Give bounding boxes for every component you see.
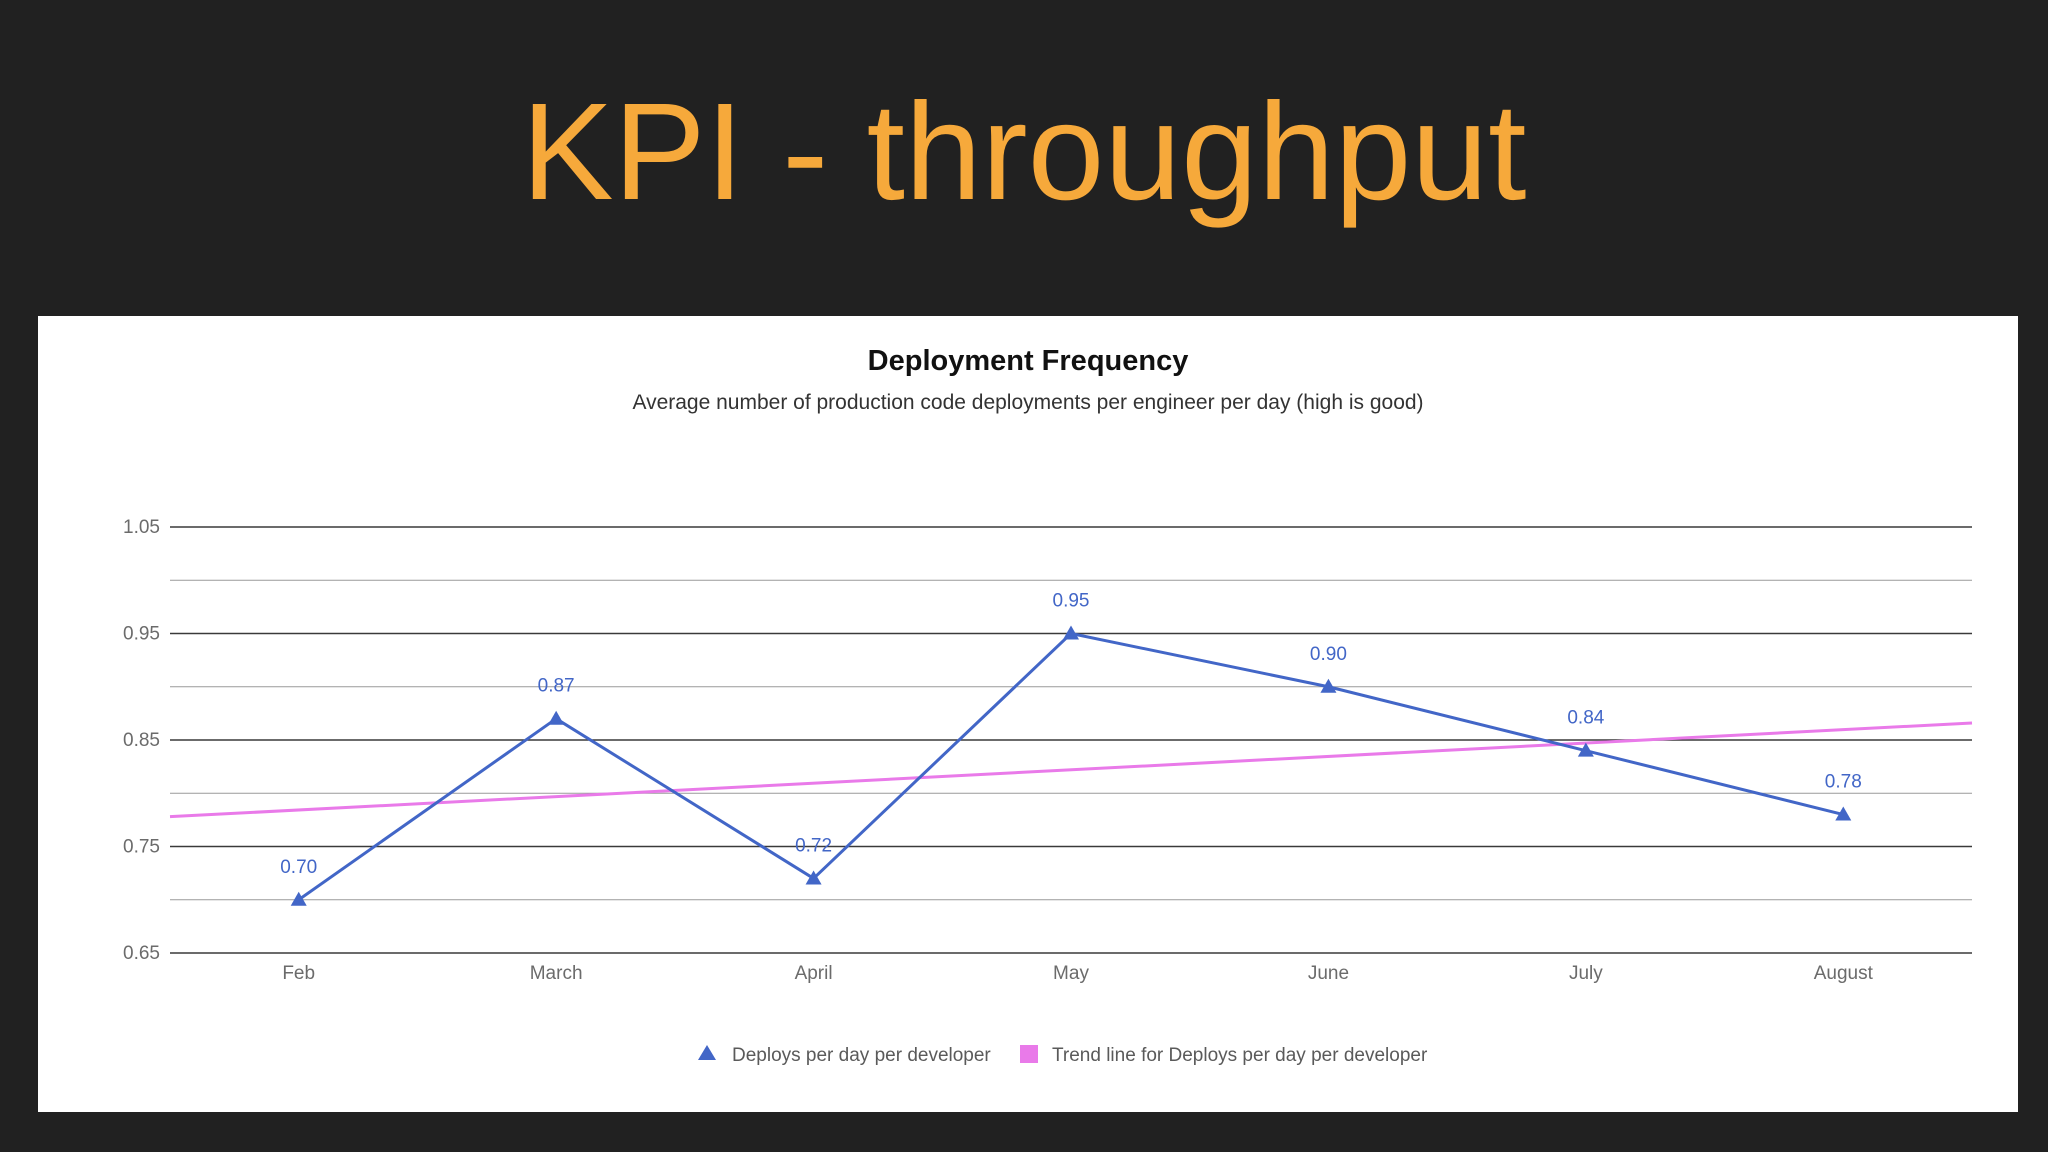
y-tick-label: 0.85 (123, 730, 160, 751)
x-tick-label: April (795, 963, 833, 984)
data-label: 0.87 (538, 676, 575, 697)
legend-series-label: Deploys per day per developer (732, 1045, 991, 1066)
data-label: 0.90 (1310, 644, 1347, 665)
data-point-marker (1320, 678, 1337, 693)
y-tick-label: 0.75 (123, 837, 160, 858)
deployment-frequency-chart: Deployment Frequency Average number of p… (123, 345, 1973, 1066)
legend-trend-label: Trend line for Deploys per day per devel… (1052, 1045, 1428, 1066)
data-point-marker (1577, 742, 1594, 757)
data-label: 0.95 (1053, 591, 1090, 612)
y-tick-label: 1.05 (123, 517, 160, 538)
data-point-marker (548, 710, 565, 725)
chart-panel: Deployment Frequency Average number of p… (38, 316, 2018, 1112)
x-tick-label: May (1053, 963, 1089, 984)
chart-title: Deployment Frequency (868, 345, 1189, 377)
data-point-marker (1835, 806, 1852, 821)
data-label: 0.72 (795, 835, 832, 856)
legend-series-marker (698, 1045, 716, 1060)
data-point-marker (290, 891, 307, 906)
legend-trend-swatch (1020, 1045, 1038, 1063)
x-tick-label: July (1569, 963, 1603, 984)
x-tick-label: August (1814, 963, 1874, 984)
y-tick-label: 0.65 (123, 943, 160, 964)
data-label: 0.70 (280, 857, 317, 878)
data-point-marker (805, 870, 822, 885)
data-label: 0.84 (1567, 708, 1604, 729)
x-tick-label: March (530, 963, 583, 984)
x-tick-label: June (1308, 963, 1349, 984)
x-tick-label: Feb (282, 963, 315, 984)
trend-line (169, 721, 1973, 819)
data-label: 0.78 (1825, 772, 1862, 793)
data-point-marker (1063, 625, 1079, 640)
y-tick-label: 0.95 (123, 624, 160, 645)
series-line (297, 632, 1844, 901)
chart-subtitle: Average number of production code deploy… (632, 391, 1423, 414)
slide-title: KPI - throughput (521, 75, 1527, 229)
